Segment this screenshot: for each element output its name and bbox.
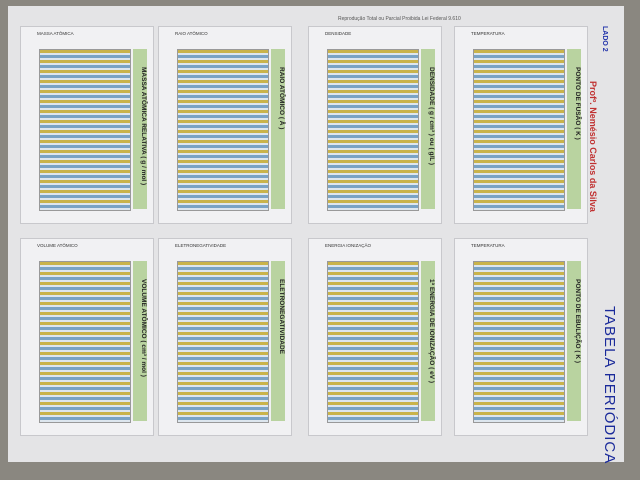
panel-title: PONTO DE FUSÃO ( K ) — [574, 67, 581, 140]
chart-panel: MASSA ATÔMICA MASSA ATÔMICA RELATIVA ( g … — [20, 26, 154, 224]
chart-panel: TEMPERATURA PONTO DE FUSÃO ( K ) — [454, 26, 588, 224]
side-label: LADO 2 — [601, 26, 608, 52]
chart-panel: ENERGIA IONIZAÇÃO 1ª ENERGIA DE IONIZAÇÃO… — [308, 238, 442, 436]
axis-title: TEMPERATURA — [471, 31, 505, 36]
note: Reprodução Total ou Parcial Proibida Lei… — [338, 16, 461, 22]
chart-panel: RAIO ATÔMICO RAIO ATÔMICO ( Å ) — [158, 26, 292, 224]
title: TABELA PERIÓDICA — [601, 306, 618, 465]
axis-title: VOLUME ATÔMICO — [37, 243, 78, 248]
title-strip — [271, 261, 285, 421]
title-strip — [133, 261, 147, 421]
axis-title: DENSIDADE — [325, 31, 352, 36]
plot-area — [177, 261, 269, 423]
plot-area — [327, 261, 419, 423]
plot-area — [39, 49, 131, 211]
panel-title: VOLUME ATÔMICO ( cm³ / mol ) — [140, 279, 147, 377]
panel-title: ELETRONEGATIVIDADE — [278, 279, 285, 354]
title-strip — [271, 49, 285, 209]
panel-title: MASSA ATÔMICA RELATIVA ( g / mol ) — [140, 67, 147, 186]
title-strip — [567, 49, 581, 209]
chart-panel: ELETRONEGATIVIDADE ELETRONEGATIVIDADE — [158, 238, 292, 436]
title-strip — [133, 49, 147, 209]
panel-title: RAIO ATÔMICO ( Å ) — [278, 67, 285, 130]
plot-area — [327, 49, 419, 211]
panel-title: PONTO DE EBULIÇÃO ( K ) — [574, 279, 581, 364]
axis-title: MASSA ATÔMICA — [37, 31, 74, 36]
title-strip — [421, 261, 435, 421]
axis-title: RAIO ATÔMICO — [175, 31, 208, 36]
chart-panel: TEMPERATURA PONTO DE EBULIÇÃO ( K ) — [454, 238, 588, 436]
title-strip — [567, 261, 581, 421]
sheet: Reprodução Total ou Parcial Proibida Lei… — [8, 6, 624, 465]
plot-area — [177, 49, 269, 211]
plot-area — [39, 261, 131, 423]
axis-title: TEMPERATURA — [471, 243, 505, 248]
title-strip — [421, 49, 435, 209]
axis-title: ENERGIA IONIZAÇÃO — [325, 243, 372, 248]
panel-title: 1ª ENERGIA DE IONIZAÇÃO ( eV ) — [428, 279, 435, 384]
axis-title: ELETRONEGATIVIDADE — [175, 243, 227, 248]
panel-title: DENSIDADE ( g / cm³ ) ou ( g/L ) — [428, 67, 435, 166]
chart-panel: DENSIDADE DENSIDADE ( g / cm³ ) ou ( g/L … — [308, 26, 442, 224]
chart-panel: VOLUME ATÔMICO VOLUME ATÔMICO ( cm³ / mol… — [20, 238, 154, 436]
author: Profº. Nemésio Carlos da Silva — [588, 81, 598, 212]
plot-area — [473, 49, 565, 211]
plot-area — [473, 261, 565, 423]
